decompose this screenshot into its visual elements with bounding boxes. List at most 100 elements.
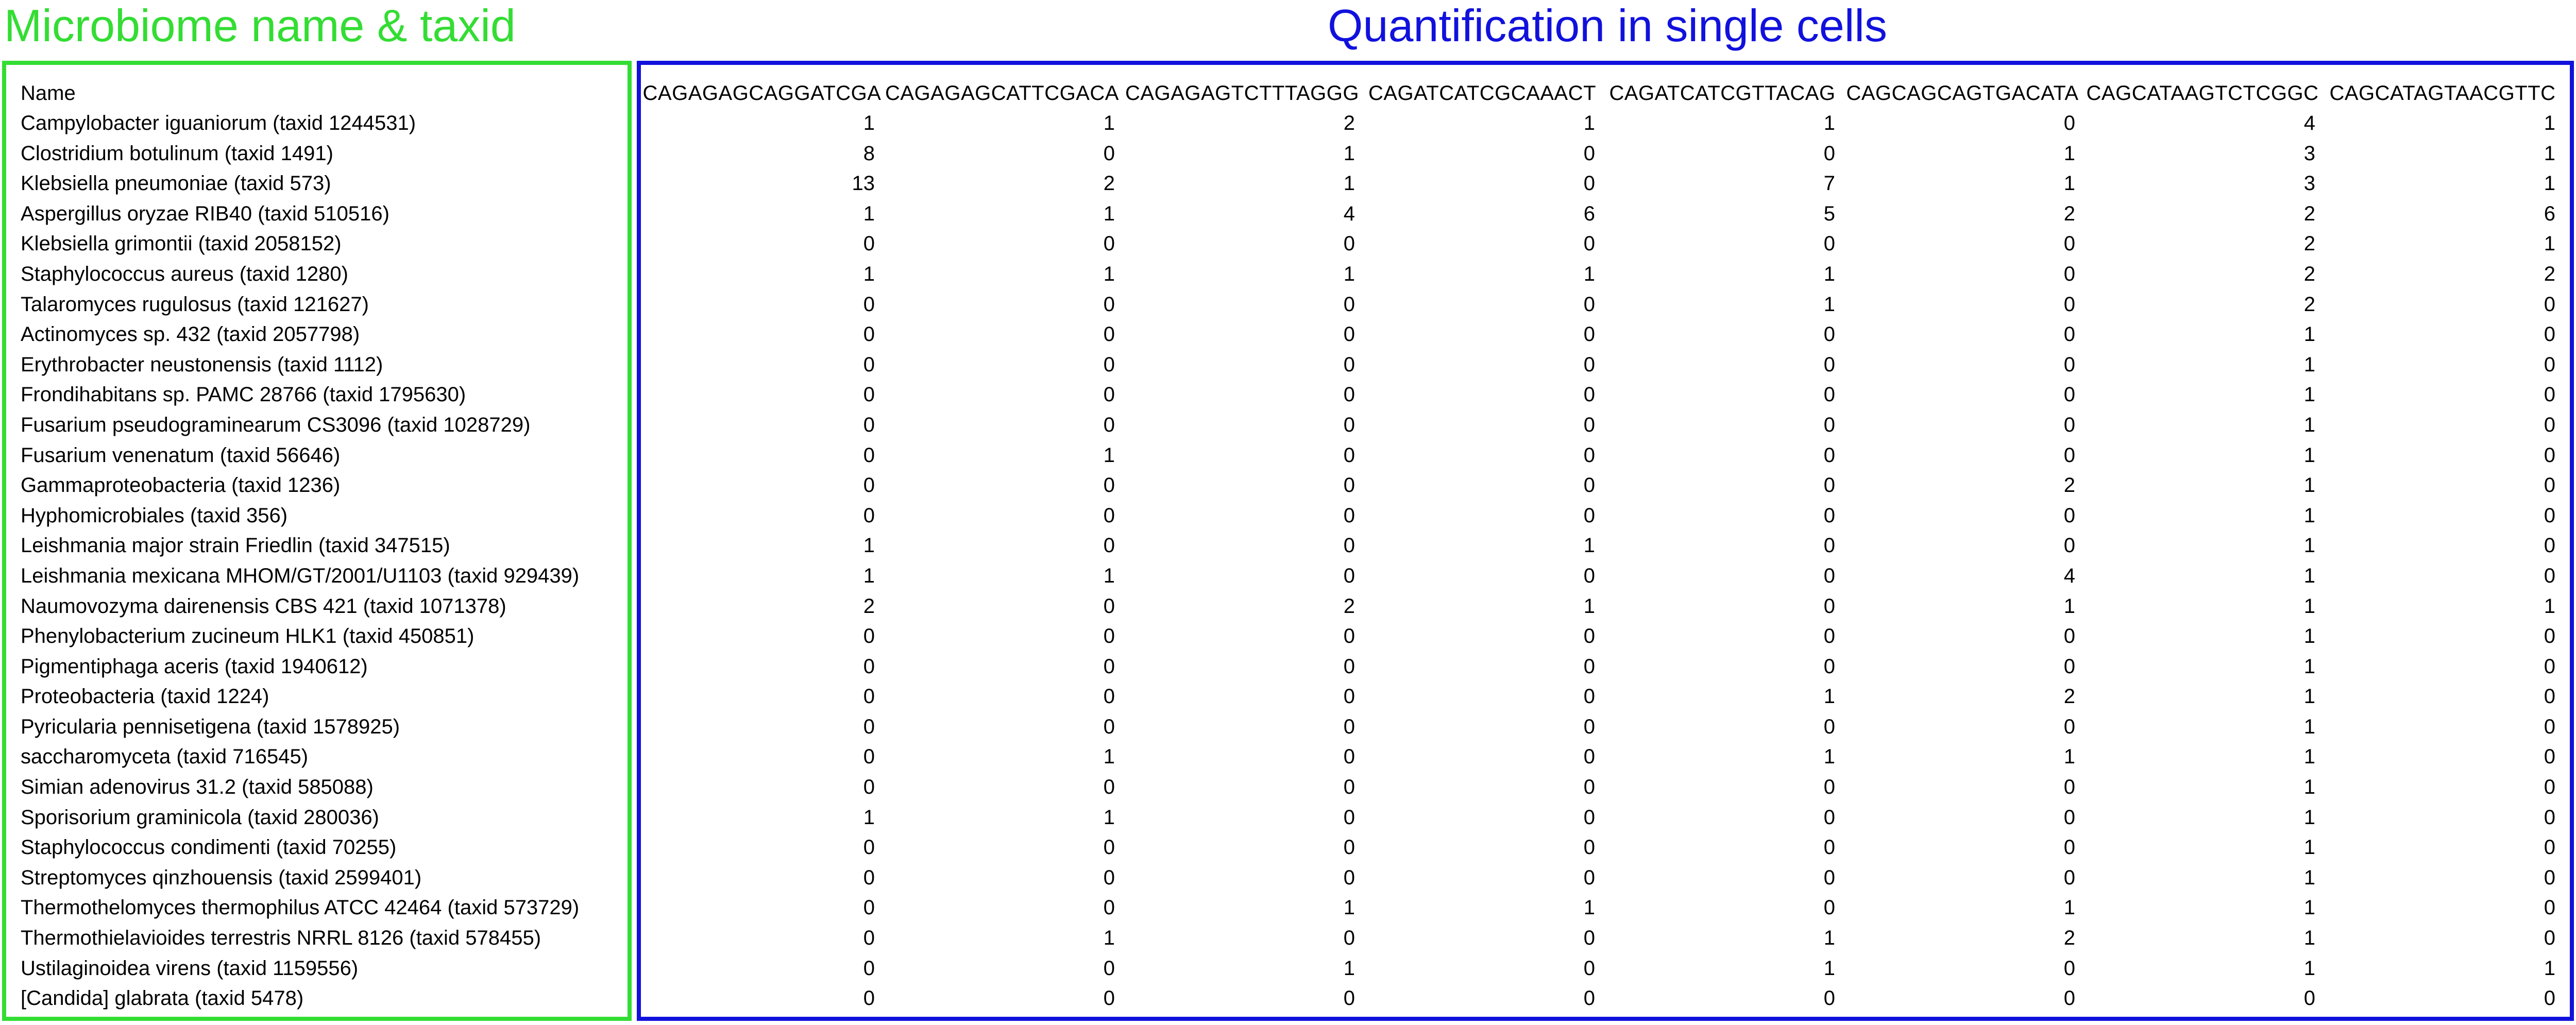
microbiome-name: Fusarium pseudograminearum CS3096 (taxid… [21, 413, 531, 436]
count-cell: 1 [2303, 323, 2315, 346]
count-cell: 0 [863, 745, 875, 768]
count-cell: 1 [863, 534, 875, 557]
microbiome-name: Leishmania major strain Friedlin (taxid … [21, 534, 450, 557]
count-cell: 0 [1343, 353, 1355, 376]
count-cell: 1 [2303, 625, 2315, 648]
count-cell: 2 [1343, 594, 1355, 618]
count-cell: 0 [1343, 836, 1355, 859]
table-row: 1 1 0 0 0 0 1 0 [641, 802, 2570, 833]
count-cell: 1 [2303, 866, 2315, 889]
count-cell: 2 [2303, 232, 2315, 255]
count-cell: 6 [1583, 202, 1595, 225]
count-cell: 0 [1103, 293, 1115, 316]
count-cell: 0 [1583, 987, 1595, 1010]
count-cell: 0 [2063, 806, 2075, 829]
count-cell: 0 [1103, 413, 1115, 436]
microbiome-name: Pigmentiphaga aceris (taxid 1940612) [21, 655, 368, 678]
count-cell: 0 [2544, 625, 2555, 648]
count-cell: 0 [2544, 323, 2555, 346]
count-cell: 0 [2063, 625, 2075, 648]
microbiome-name: Klebsiella grimontii (taxid 2058152) [21, 232, 342, 255]
count-cell: 0 [2063, 112, 2075, 134]
count-cell: 0 [1343, 383, 1355, 406]
count-cell: 0 [863, 474, 875, 497]
count-cell: 4 [2303, 112, 2315, 134]
count-cell: 2 [2063, 927, 2075, 950]
count-cell: 0 [2063, 655, 2075, 678]
count-cell: 1 [1583, 896, 1595, 919]
count-cell: 0 [2063, 776, 2075, 799]
count-cell: 0 [2544, 383, 2555, 406]
count-cell: 0 [1103, 474, 1115, 497]
table-row: 8 0 1 0 0 1 3 1 [641, 139, 2570, 169]
count-cell: 1 [863, 564, 875, 587]
count-cell: 6 [2544, 202, 2555, 225]
count-cell: 1 [2303, 685, 2315, 708]
count-cell: 0 [1823, 625, 1835, 648]
cell-barcode-header: CAGATCATCGTTACAG [1609, 82, 1836, 105]
count-cell: 1 [863, 202, 875, 225]
count-cell: 0 [1583, 866, 1595, 889]
count-cell: 8 [863, 142, 875, 165]
count-cell: 0 [1103, 625, 1115, 648]
microbiome-names-panel: Name Campylobacter iguaniorum (taxid 124… [2, 61, 632, 1021]
count-cell: 0 [1583, 745, 1595, 768]
count-cell: 0 [1583, 323, 1595, 346]
microbiome-name: Klebsiella pneumoniae (taxid 573) [21, 172, 331, 195]
count-cell: 0 [1103, 323, 1115, 346]
table-row: 0 0 0 0 0 0 2 1 [641, 229, 2570, 259]
count-cell: 1 [2303, 836, 2315, 859]
count-cell: 0 [863, 504, 875, 527]
count-cell: 0 [1343, 232, 1355, 255]
count-cell: 1 [2063, 594, 2075, 618]
count-cell: 1 [1823, 262, 1835, 285]
quantification-panel: CAGAGAGCAGGATCGA CAGAGAGCATTCGACA CAGAGAGT… [637, 61, 2574, 1021]
count-cell: 1 [2303, 413, 2315, 436]
count-cell: 0 [2063, 323, 2075, 346]
count-cell: 0 [2063, 987, 2075, 1010]
table-row: 0 1 0 0 0 0 1 0 [641, 440, 2570, 471]
count-cell: 1 [1343, 172, 1355, 195]
count-cell: 0 [2544, 866, 2555, 889]
count-cell: 1 [1103, 202, 1115, 225]
count-cell: 0 [1343, 534, 1355, 557]
count-cell: 0 [2544, 564, 2555, 587]
count-cell: 0 [1343, 564, 1355, 587]
count-cell: 2 [2303, 293, 2315, 316]
count-cell: 0 [863, 383, 875, 406]
microbiome-name: Actinomyces sp. 432 (taxid 2057798) [21, 323, 360, 346]
count-cell: 0 [1343, 745, 1355, 768]
count-cell: 0 [2544, 655, 2555, 678]
count-cell: 4 [2063, 564, 2075, 587]
count-cell: 0 [2544, 745, 2555, 768]
count-cell: 0 [863, 776, 875, 799]
microbiome-section-title: Microbiome name & taxid [4, 0, 516, 51]
count-cell: 2 [2303, 202, 2315, 225]
count-cell: 0 [1343, 293, 1355, 316]
count-cell: 0 [1823, 232, 1835, 255]
count-cell: 1 [1103, 927, 1115, 950]
count-cell: 3 [2303, 172, 2315, 195]
count-cell: 1 [1583, 262, 1595, 285]
table-row: 0 0 0 0 0 0 1 0 [641, 380, 2570, 410]
microbiome-name: Hyphomicrobiales (taxid 356) [21, 504, 288, 527]
count-cell: 0 [1343, 685, 1355, 708]
count-cell: 0 [2544, 927, 2555, 950]
cell-barcode-header-row: CAGAGAGCAGGATCGA CAGAGAGCATTCGACA CAGAGAGT… [641, 78, 2570, 108]
count-cell: 1 [1103, 443, 1115, 467]
count-cell: 0 [1583, 685, 1595, 708]
count-cell: 0 [2063, 443, 2075, 467]
count-cell: 0 [1583, 776, 1595, 799]
table-row: 0 0 1 1 0 1 1 0 [641, 893, 2570, 923]
table-row: 1 1 4 6 5 2 2 6 [641, 199, 2570, 229]
count-cell: 1 [2303, 474, 2315, 497]
count-cell: 0 [1583, 715, 1595, 738]
count-cell: 0 [863, 655, 875, 678]
count-cell: 1 [1103, 806, 1115, 829]
count-cell: 1 [1583, 112, 1595, 134]
microbiome-name: Thermothielavioides terrestris NRRL 8126… [21, 927, 541, 950]
count-cell: 1 [2303, 806, 2315, 829]
count-cell: 0 [1343, 323, 1355, 346]
count-cell: 0 [1103, 534, 1115, 557]
count-cell: 2 [2063, 474, 2075, 497]
